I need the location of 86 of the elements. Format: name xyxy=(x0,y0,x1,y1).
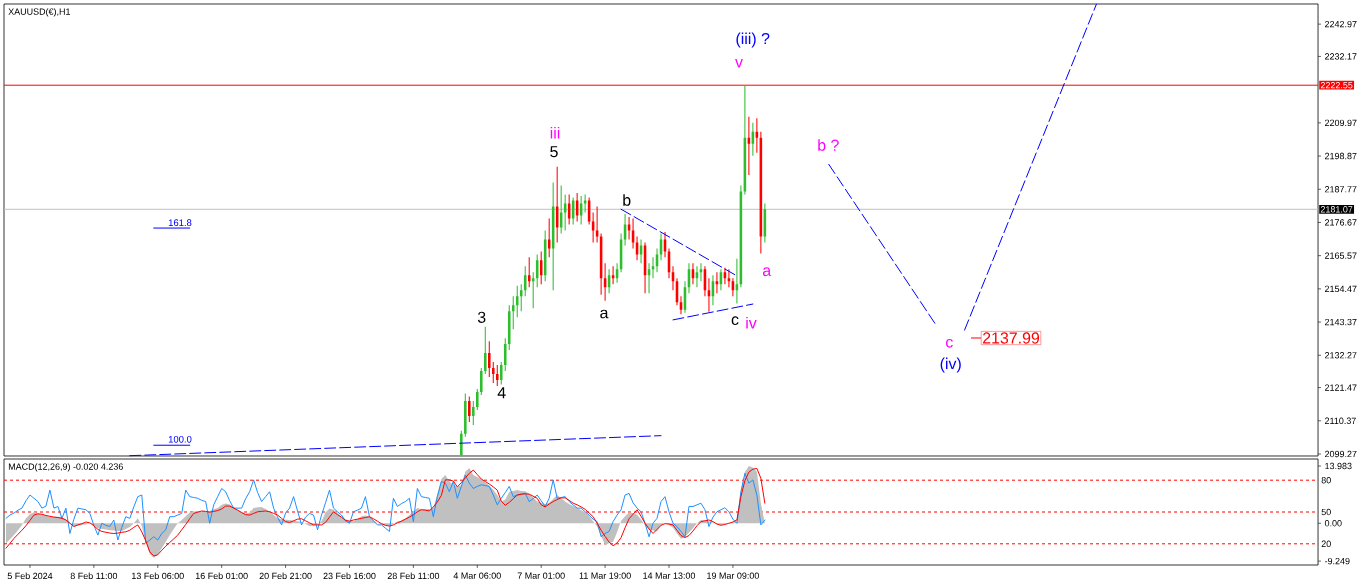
y-tick-label: 13.983 xyxy=(1325,462,1352,470)
candlestick xyxy=(484,326,487,375)
candlestick xyxy=(755,118,759,153)
x-tick-label: 5 Feb 2024 xyxy=(7,572,53,580)
candlestick xyxy=(675,278,679,306)
annotation: 100.0 xyxy=(168,435,192,443)
candlestick xyxy=(464,393,467,437)
candlestick xyxy=(663,231,667,258)
annotation: iii xyxy=(550,126,560,139)
annotation: (iv) xyxy=(940,357,961,373)
annotation: 4 xyxy=(497,387,506,399)
x-tick-label: 23 Feb 16:00 xyxy=(323,572,376,580)
y-tick-label: 2198.87 xyxy=(1325,152,1357,160)
candlestick xyxy=(611,266,615,285)
ref-line-label: 80 xyxy=(1321,477,1331,484)
candlestick xyxy=(699,263,703,282)
ref-line-label: 20 xyxy=(1321,540,1331,547)
candlestick xyxy=(472,400,475,425)
y-tick-label: 2143.37 xyxy=(1325,318,1357,326)
candlestick xyxy=(476,388,479,410)
y-tick-label: -9.249 xyxy=(1324,557,1350,565)
chart-title: XAUUSD(€),H1 xyxy=(8,8,71,17)
annotation: iv xyxy=(746,316,757,329)
y-tick-label: 2110.37 xyxy=(1325,417,1356,424)
candlestick xyxy=(651,257,655,279)
candlestick xyxy=(499,362,503,385)
annotation: 161.8 xyxy=(168,219,192,227)
candlestick xyxy=(747,116,751,176)
candlestick xyxy=(468,396,471,422)
candlestick xyxy=(495,365,499,386)
annotation: 5 xyxy=(550,146,558,158)
y-tick-label: 2176.67 xyxy=(1325,219,1357,226)
ref-line-label: 50 xyxy=(1321,508,1331,516)
candlestick xyxy=(511,296,515,330)
annotation: v xyxy=(735,59,743,68)
candlestick xyxy=(480,368,483,395)
candlestick xyxy=(531,272,535,309)
y-tick-label: 2209.97 xyxy=(1325,119,1357,127)
candlestick xyxy=(679,296,683,315)
x-tick-label: 20 Feb 21:00 xyxy=(259,572,312,580)
x-tick-label: 14 Mar 13:00 xyxy=(643,572,696,579)
annotation: b xyxy=(623,194,631,206)
annotation: a xyxy=(762,267,772,277)
candlestick xyxy=(671,266,675,291)
x-tick-label: 8 Feb 11:00 xyxy=(70,572,118,580)
x-tick-label: 16 Feb 01:00 xyxy=(195,572,248,580)
x-tick-label: 4 Mar 06:00 xyxy=(453,572,501,579)
annotation: c xyxy=(946,338,953,348)
y-tick-label: 0.00 xyxy=(1324,520,1342,527)
y-tick-label: 2232.17 xyxy=(1325,53,1357,60)
candlestick xyxy=(683,281,687,313)
x-tick-label: 7 Mar 01:00 xyxy=(517,572,565,579)
candlestick xyxy=(519,284,523,312)
candlestick xyxy=(659,233,663,261)
y-tick-label: 2154.47 xyxy=(1325,285,1357,293)
candlestick xyxy=(460,430,463,456)
candlestick xyxy=(527,257,531,288)
candlestick xyxy=(647,263,651,294)
y-tick-label: 2099.27 xyxy=(1325,450,1357,458)
candlestick xyxy=(603,263,607,301)
x-tick-label: 19 Mar 09:00 xyxy=(707,572,759,579)
annotation: c xyxy=(731,316,739,326)
candlestick xyxy=(491,362,495,384)
candlestick xyxy=(488,341,491,378)
y-tick-label: 2242.97 xyxy=(1325,20,1357,28)
x-tick-label: 13 Feb 06:00 xyxy=(132,572,184,580)
candlestick xyxy=(667,248,671,279)
annotation: 2137.99 xyxy=(983,332,1040,344)
annotation: a xyxy=(600,309,609,319)
annotation: (iii) ? xyxy=(736,32,770,48)
y-tick-label: 2132.27 xyxy=(1325,352,1357,359)
candlestick xyxy=(503,338,507,372)
annotation: b ? xyxy=(818,139,839,151)
candlestick xyxy=(735,258,739,304)
ref-line-label: 2222.55 xyxy=(1320,82,1353,89)
candlestick xyxy=(707,278,711,312)
x-tick-label: 11 Mar 19:00 xyxy=(579,572,631,579)
candlestick xyxy=(507,305,511,351)
y-tick-label: 2121.47 xyxy=(1325,384,1357,391)
y-tick-label: 2165.57 xyxy=(1325,252,1357,259)
ref-line-label: 2181.07 xyxy=(1320,206,1353,213)
candlestick xyxy=(715,272,719,294)
x-tick-label: 28 Feb 11:00 xyxy=(387,572,440,580)
candlestick xyxy=(515,285,519,318)
annotation: 3 xyxy=(477,311,486,323)
y-tick-label: 2187.77 xyxy=(1325,186,1357,193)
